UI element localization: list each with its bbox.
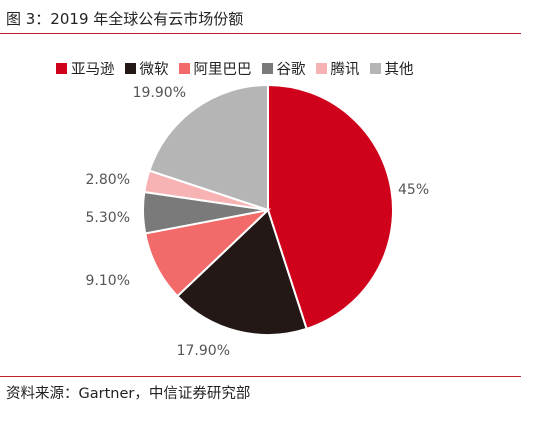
legend-swatch xyxy=(56,63,67,74)
legend-item-tencent: 腾讯 xyxy=(315,58,360,79)
legend-item-alibaba: 阿里巴巴 xyxy=(178,58,252,79)
slice-label-2: 9.10% xyxy=(86,273,130,289)
legend-item-microsoft: 微软 xyxy=(124,58,169,79)
source-rule xyxy=(0,376,521,377)
pie-slice-5 xyxy=(148,83,269,212)
legend-swatch xyxy=(369,63,381,74)
legend-label: 其他 xyxy=(384,62,414,78)
slice-label-5: 19.90% xyxy=(133,85,186,101)
legend-label: 腾讯 xyxy=(330,62,360,78)
slice-label-0: 45% xyxy=(398,182,429,198)
pie-slice-0 xyxy=(267,83,394,331)
legend-swatch xyxy=(315,63,327,74)
legend-swatch xyxy=(261,63,273,74)
legend-item-amazon: 亚马逊 xyxy=(56,58,115,79)
legend-label: 亚马逊 xyxy=(71,62,115,78)
legend-swatch xyxy=(178,63,190,74)
pie-slice-1 xyxy=(176,208,308,336)
legend-item-google: 谷歌 xyxy=(261,58,306,79)
legend-label: 谷歌 xyxy=(276,62,306,78)
figure-title: 图 3：2019 年全球公有云市场份额 xyxy=(6,10,244,28)
legend-swatch xyxy=(124,63,136,74)
source-note: 资料来源：Gartner，中信证券研究部 xyxy=(6,386,251,402)
chart-legend: 亚马逊 微软 阿里巴巴 谷歌 腾讯 其他 xyxy=(56,58,414,79)
legend-item-other: 其他 xyxy=(369,58,414,79)
pie-chart: 45% 17.90% 9.10% 5.30% 2.80% 19.90% xyxy=(86,83,429,359)
slice-label-4: 2.80% xyxy=(86,172,130,188)
title-rule xyxy=(0,33,521,34)
slice-label-3: 5.30% xyxy=(86,210,130,226)
slice-label-1: 17.90% xyxy=(177,343,230,359)
legend-label: 微软 xyxy=(139,62,169,78)
legend-label: 阿里巴巴 xyxy=(193,62,252,78)
